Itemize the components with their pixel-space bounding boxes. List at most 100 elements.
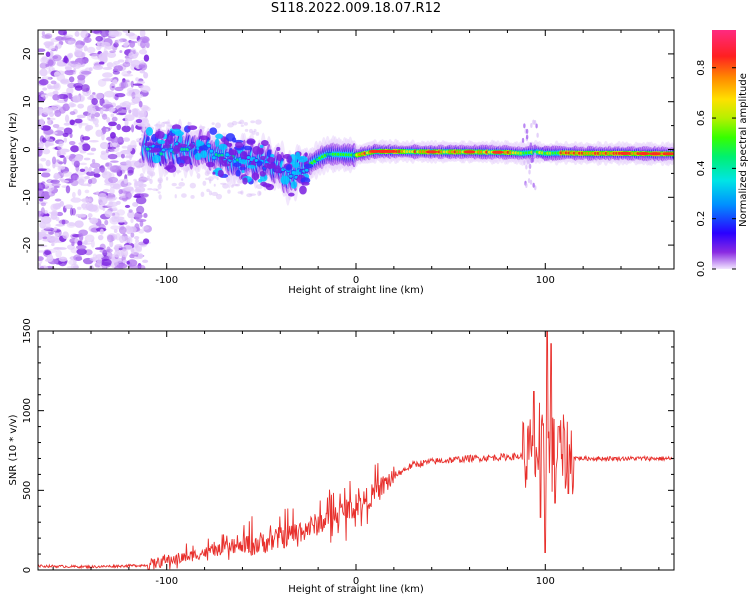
spectrogram-cell (99, 164, 105, 173)
y-tick-label: -10 (22, 189, 33, 205)
spectrogram-cell (133, 235, 140, 240)
colorbar-label: Normalized spectral amplitude (738, 73, 749, 227)
spectrogram-cell (76, 248, 87, 256)
spectrogram-cell (209, 127, 218, 135)
spectrogram-cell (523, 160, 526, 166)
spectrogram-cell (285, 164, 292, 171)
spectrogram-cell (286, 155, 293, 164)
x-tick-label: -100 (155, 275, 178, 286)
spectrogram-cell (121, 80, 130, 83)
spectrogram-cell (120, 249, 129, 258)
spectrogram-cell (196, 173, 201, 179)
spectrogram-cell (523, 123, 526, 129)
spectrogram-cell (525, 128, 529, 134)
spectrogram-cell (40, 56, 49, 64)
spectrogram-cell (69, 119, 75, 126)
spectrogram-cell (146, 136, 150, 141)
spectrogram-cell (207, 176, 214, 182)
spectrogram-cell (58, 140, 64, 147)
colorbar-tick-label: 0.8 (696, 60, 707, 76)
spectrogram-cell (136, 205, 145, 215)
spectrogram-cell (242, 177, 248, 185)
spectrogram-cell (38, 182, 46, 191)
spectrogram-cell (74, 85, 83, 91)
spectrogram-cell (51, 156, 57, 165)
spectrogram-cell (525, 134, 529, 140)
spectrogram-cell (127, 166, 135, 174)
spectrogram-cell (528, 163, 531, 169)
spectrogram-cell (268, 162, 277, 169)
spectrogram-cell (40, 125, 51, 131)
spectrogram-cell (124, 204, 131, 208)
spectrogram-cell (95, 254, 104, 259)
spectrogram-cell (81, 143, 91, 152)
spectrogram-cell (100, 152, 110, 161)
spectrogram-cell (78, 144, 84, 152)
spectrogram-cell (39, 62, 48, 69)
spectrogram-cell (60, 179, 70, 183)
spectrogram-cell (111, 253, 115, 260)
spectrogram-cell (239, 119, 245, 125)
spectrogram-cell (116, 39, 123, 44)
spectrogram-cell (212, 156, 216, 160)
spectrogram-cell (92, 65, 104, 70)
spectrogram-cell (152, 154, 161, 164)
spectrogram-cell (258, 148, 264, 155)
spectrogram-cell (129, 40, 136, 48)
spectrogram-cell (119, 50, 123, 54)
spectrogram-cell (92, 117, 99, 125)
spectrogram-cell (87, 107, 97, 114)
y-tick-label: 0 (22, 146, 33, 152)
spectrogram-cell (303, 163, 314, 169)
spectrogram-cell (122, 30, 130, 34)
snr-ylabel: SNR (10 * v/v) (8, 414, 19, 485)
spectrogram-cell (167, 135, 174, 145)
spectrogram-cell (66, 221, 76, 228)
spectrogram-cell (529, 179, 533, 185)
spectrogram-cell (91, 97, 98, 106)
spectrogram-cell (74, 118, 83, 124)
spectrogram-cell (276, 154, 283, 162)
spectrogram-cell (45, 51, 51, 58)
spectrogram-cell (161, 155, 165, 165)
spectrogram-cell (528, 169, 531, 175)
chart-title: S118.2022.009.18.07.R12 (270, 1, 442, 16)
spectrogram-cell (215, 193, 223, 200)
spectrogram-cell (220, 154, 224, 158)
spectrogram-cell (126, 144, 133, 152)
spectrogram-cell (67, 40, 72, 44)
spectrogram-cell (133, 195, 142, 199)
spectrogram-cell (134, 93, 144, 99)
spectrogram-cell (65, 185, 71, 194)
y-tick-label: -20 (22, 237, 33, 253)
spectrogram-cell (87, 213, 93, 218)
y-tick-label: 1500 (22, 318, 33, 343)
spectrogram-cell (48, 41, 55, 46)
spectrogram-cell (90, 53, 102, 60)
spectrogram-cell (138, 264, 146, 269)
spectrogram-cell (40, 216, 52, 224)
colorbar-gradient (712, 30, 736, 269)
spectrogram-cell (136, 80, 146, 85)
spectrogram-cell (63, 137, 68, 143)
spectrogram-cell (121, 125, 131, 133)
spectrogram-cell (69, 140, 76, 146)
spectrogram-cell (130, 217, 134, 224)
spectrogram-cell (47, 235, 59, 241)
colorbar-tick-label: 0.6 (696, 110, 707, 126)
spectrogram-cell (228, 149, 238, 156)
spectrogram-cell (122, 73, 134, 77)
spectrogram-cell (162, 144, 171, 149)
spectrogram-cell (108, 121, 117, 127)
spectrogram-cell (243, 122, 248, 126)
spectrogram-cell (40, 94, 45, 98)
spectrogram-cell (45, 141, 51, 148)
spectrogram-cell (208, 190, 213, 196)
spectrogram-cell (129, 152, 133, 161)
spectrogram-cell (266, 156, 276, 164)
spectrogram-cell (39, 118, 45, 126)
spectrogram-cell (53, 175, 62, 179)
spectrogram-cell (110, 225, 121, 230)
colorbar-tick-label: 0.2 (696, 211, 707, 227)
